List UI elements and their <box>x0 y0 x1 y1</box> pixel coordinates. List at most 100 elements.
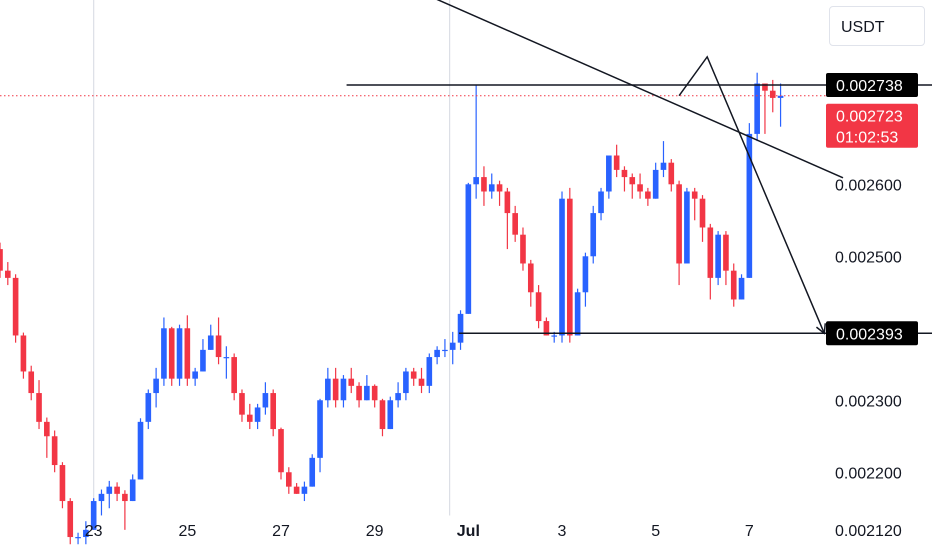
candle-body <box>762 83 768 91</box>
candle <box>129 474 136 502</box>
candle-body <box>590 213 597 257</box>
candle-body <box>637 184 643 192</box>
candle <box>317 398 323 473</box>
candle <box>676 180 682 286</box>
candle-body <box>426 357 433 386</box>
candle-body <box>44 421 50 437</box>
candle <box>90 498 97 530</box>
candle-body <box>551 335 558 337</box>
date-tick-label: 27 <box>272 523 290 540</box>
candle-body <box>67 501 74 538</box>
candle-body <box>28 371 35 394</box>
candle-body <box>332 378 339 401</box>
candle-body <box>176 328 183 379</box>
candle <box>340 375 347 408</box>
candle-body <box>51 436 58 466</box>
candle-body <box>200 349 206 372</box>
candle <box>707 223 714 300</box>
candle <box>481 166 487 206</box>
candle <box>762 83 768 134</box>
trend-line[interactable] <box>412 0 844 179</box>
candle <box>0 242 3 278</box>
candle <box>442 339 448 358</box>
candle <box>231 353 237 401</box>
candle-body <box>348 378 355 386</box>
candle <box>215 317 222 365</box>
price-tick-label: 0.002120 <box>835 523 902 540</box>
candle-body <box>145 393 152 422</box>
support-level-tag-bg <box>826 321 918 346</box>
candle <box>12 274 19 343</box>
projection-path[interactable] <box>678 55 825 334</box>
candle <box>645 187 651 206</box>
candle-body <box>364 385 370 401</box>
grid-layer <box>93 0 451 516</box>
candle-body <box>488 184 495 192</box>
currency-label[interactable]: USDT <box>829 6 925 46</box>
candle-body <box>707 227 714 278</box>
candle <box>691 187 698 221</box>
candle <box>223 346 230 379</box>
candle-body <box>629 177 636 185</box>
date-tick-label: 25 <box>178 523 196 540</box>
candle <box>582 252 589 307</box>
candle-body <box>309 457 316 487</box>
candle-body <box>676 184 682 264</box>
candle <box>20 332 27 379</box>
date-tick-label: 7 <box>745 523 754 540</box>
time-axis[interactable]: 23 25 27 29 Jul 3 5 7 <box>85 523 754 540</box>
candle <box>754 72 760 142</box>
candle-body <box>543 321 550 336</box>
candle-body <box>207 335 214 350</box>
candle <box>371 384 378 408</box>
candle-body <box>660 162 667 170</box>
candle-body <box>457 313 464 343</box>
candle-body <box>559 198 565 336</box>
upper-level-tag-bg <box>826 72 918 97</box>
candle-body <box>582 256 589 293</box>
candle-body <box>465 184 472 314</box>
candle <box>473 84 479 199</box>
date-tick-label: 29 <box>366 523 384 540</box>
candle-body <box>527 263 534 293</box>
candle-body <box>137 421 144 480</box>
candle-body <box>215 335 222 358</box>
candle-body <box>83 529 89 538</box>
candle <box>410 367 417 386</box>
candle-body <box>371 385 378 401</box>
candle-body <box>684 191 690 264</box>
candle-body <box>75 537 81 539</box>
candle-body <box>496 184 503 192</box>
candle <box>153 367 159 408</box>
candle-body <box>418 378 425 386</box>
candle-body <box>20 335 27 372</box>
candle <box>457 310 464 350</box>
candle <box>379 398 386 437</box>
candle <box>387 396 394 430</box>
candle-body <box>621 169 628 178</box>
candle-body <box>738 277 745 300</box>
candle <box>59 462 66 509</box>
candle <box>652 162 659 199</box>
candle-body <box>356 385 362 401</box>
candle <box>122 490 128 530</box>
candle <box>207 324 214 350</box>
candle-body <box>520 234 526 264</box>
candle <box>606 155 612 199</box>
candle <box>590 205 597 264</box>
candle-body <box>106 486 113 494</box>
candle <box>98 489 105 516</box>
candle <box>4 262 11 286</box>
candle <box>637 173 643 199</box>
candle <box>746 123 753 278</box>
candle <box>574 288 581 336</box>
candle <box>449 331 456 365</box>
candle-body <box>122 493 128 502</box>
candle-body <box>168 328 175 379</box>
candle <box>137 418 144 480</box>
candle-body <box>231 357 237 394</box>
candle-body <box>254 407 261 422</box>
candle-body <box>262 393 269 408</box>
candle <box>239 389 245 422</box>
